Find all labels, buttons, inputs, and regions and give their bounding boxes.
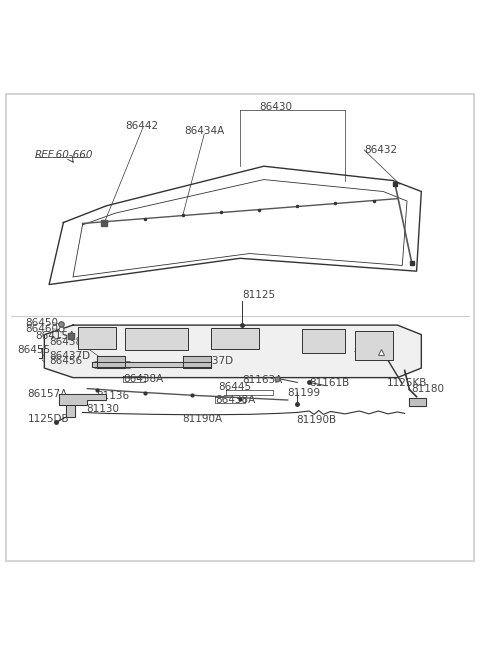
Text: 86438A: 86438A xyxy=(215,395,255,405)
Polygon shape xyxy=(49,166,421,284)
Text: 86460: 86460 xyxy=(25,324,58,334)
Text: 86442: 86442 xyxy=(126,121,159,131)
Bar xyxy=(355,331,393,360)
Text: 86435B: 86435B xyxy=(92,361,132,371)
Text: 81163A: 81163A xyxy=(242,375,283,385)
Text: 81180: 81180 xyxy=(411,384,444,394)
Text: 86430: 86430 xyxy=(259,102,292,112)
Text: 86437D: 86437D xyxy=(49,350,90,361)
Text: 81161B: 81161B xyxy=(309,379,349,388)
Text: 86450: 86450 xyxy=(25,318,58,328)
Polygon shape xyxy=(92,362,211,367)
Bar xyxy=(78,328,116,349)
Text: 86455: 86455 xyxy=(17,345,50,355)
Text: 86434A: 86434A xyxy=(184,126,224,136)
Polygon shape xyxy=(97,356,125,367)
Text: 86445: 86445 xyxy=(218,382,252,392)
Polygon shape xyxy=(59,394,107,405)
Text: 1125KB: 1125KB xyxy=(387,379,427,388)
Bar xyxy=(211,328,259,350)
Text: 86437D: 86437D xyxy=(192,356,233,366)
Text: 81199: 81199 xyxy=(287,388,320,398)
Text: 81190B: 81190B xyxy=(296,415,336,425)
Text: 81126: 81126 xyxy=(355,346,388,356)
Text: 81125: 81125 xyxy=(242,290,276,300)
Text: 86157A: 86157A xyxy=(28,389,68,400)
Text: 86438A: 86438A xyxy=(123,374,163,384)
Polygon shape xyxy=(409,398,426,406)
Text: 81130: 81130 xyxy=(86,403,120,413)
Text: 81190A: 81190A xyxy=(182,414,222,424)
Text: REF.60-660: REF.60-660 xyxy=(35,150,93,160)
Bar xyxy=(125,328,188,350)
Polygon shape xyxy=(66,405,75,417)
Text: 86438B: 86438B xyxy=(49,337,89,346)
Bar xyxy=(302,329,345,353)
Text: 81136: 81136 xyxy=(96,391,129,401)
Text: 86456: 86456 xyxy=(49,356,82,366)
Text: 1125DB: 1125DB xyxy=(28,414,69,424)
Text: 86432: 86432 xyxy=(364,145,397,155)
Polygon shape xyxy=(44,325,421,378)
Polygon shape xyxy=(183,356,211,367)
Text: 86415A: 86415A xyxy=(35,331,75,341)
